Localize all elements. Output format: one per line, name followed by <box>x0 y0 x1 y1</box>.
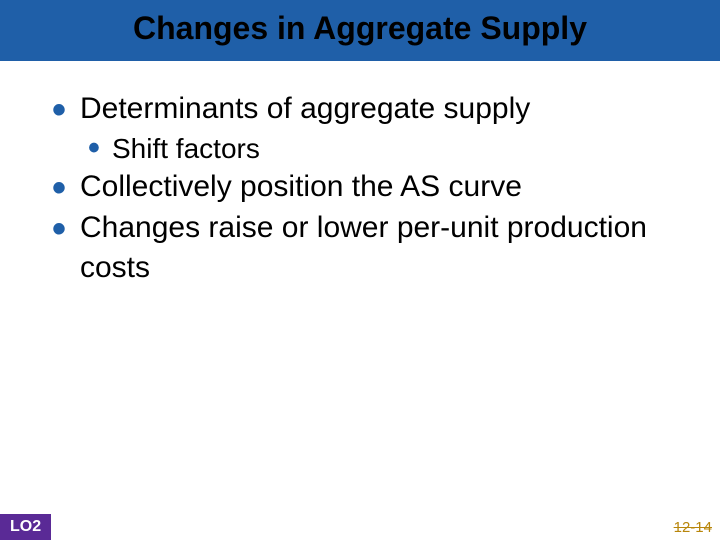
bullet-level1: Collectively position the AS curve <box>40 167 680 208</box>
title-bar: Changes in Aggregate Supply <box>0 0 720 61</box>
page-number: 12-14 <box>674 519 712 536</box>
bullet-level1: Changes raise or lower per-unit producti… <box>40 208 680 289</box>
learning-objective-label: LO2 <box>0 514 51 540</box>
bullet-level2: Shift factors <box>40 130 680 168</box>
slide-content: Determinants of aggregate supply Shift f… <box>0 61 720 289</box>
bullet-level1: Determinants of aggregate supply <box>40 89 680 130</box>
slide-title: Changes in Aggregate Supply <box>0 10 720 47</box>
